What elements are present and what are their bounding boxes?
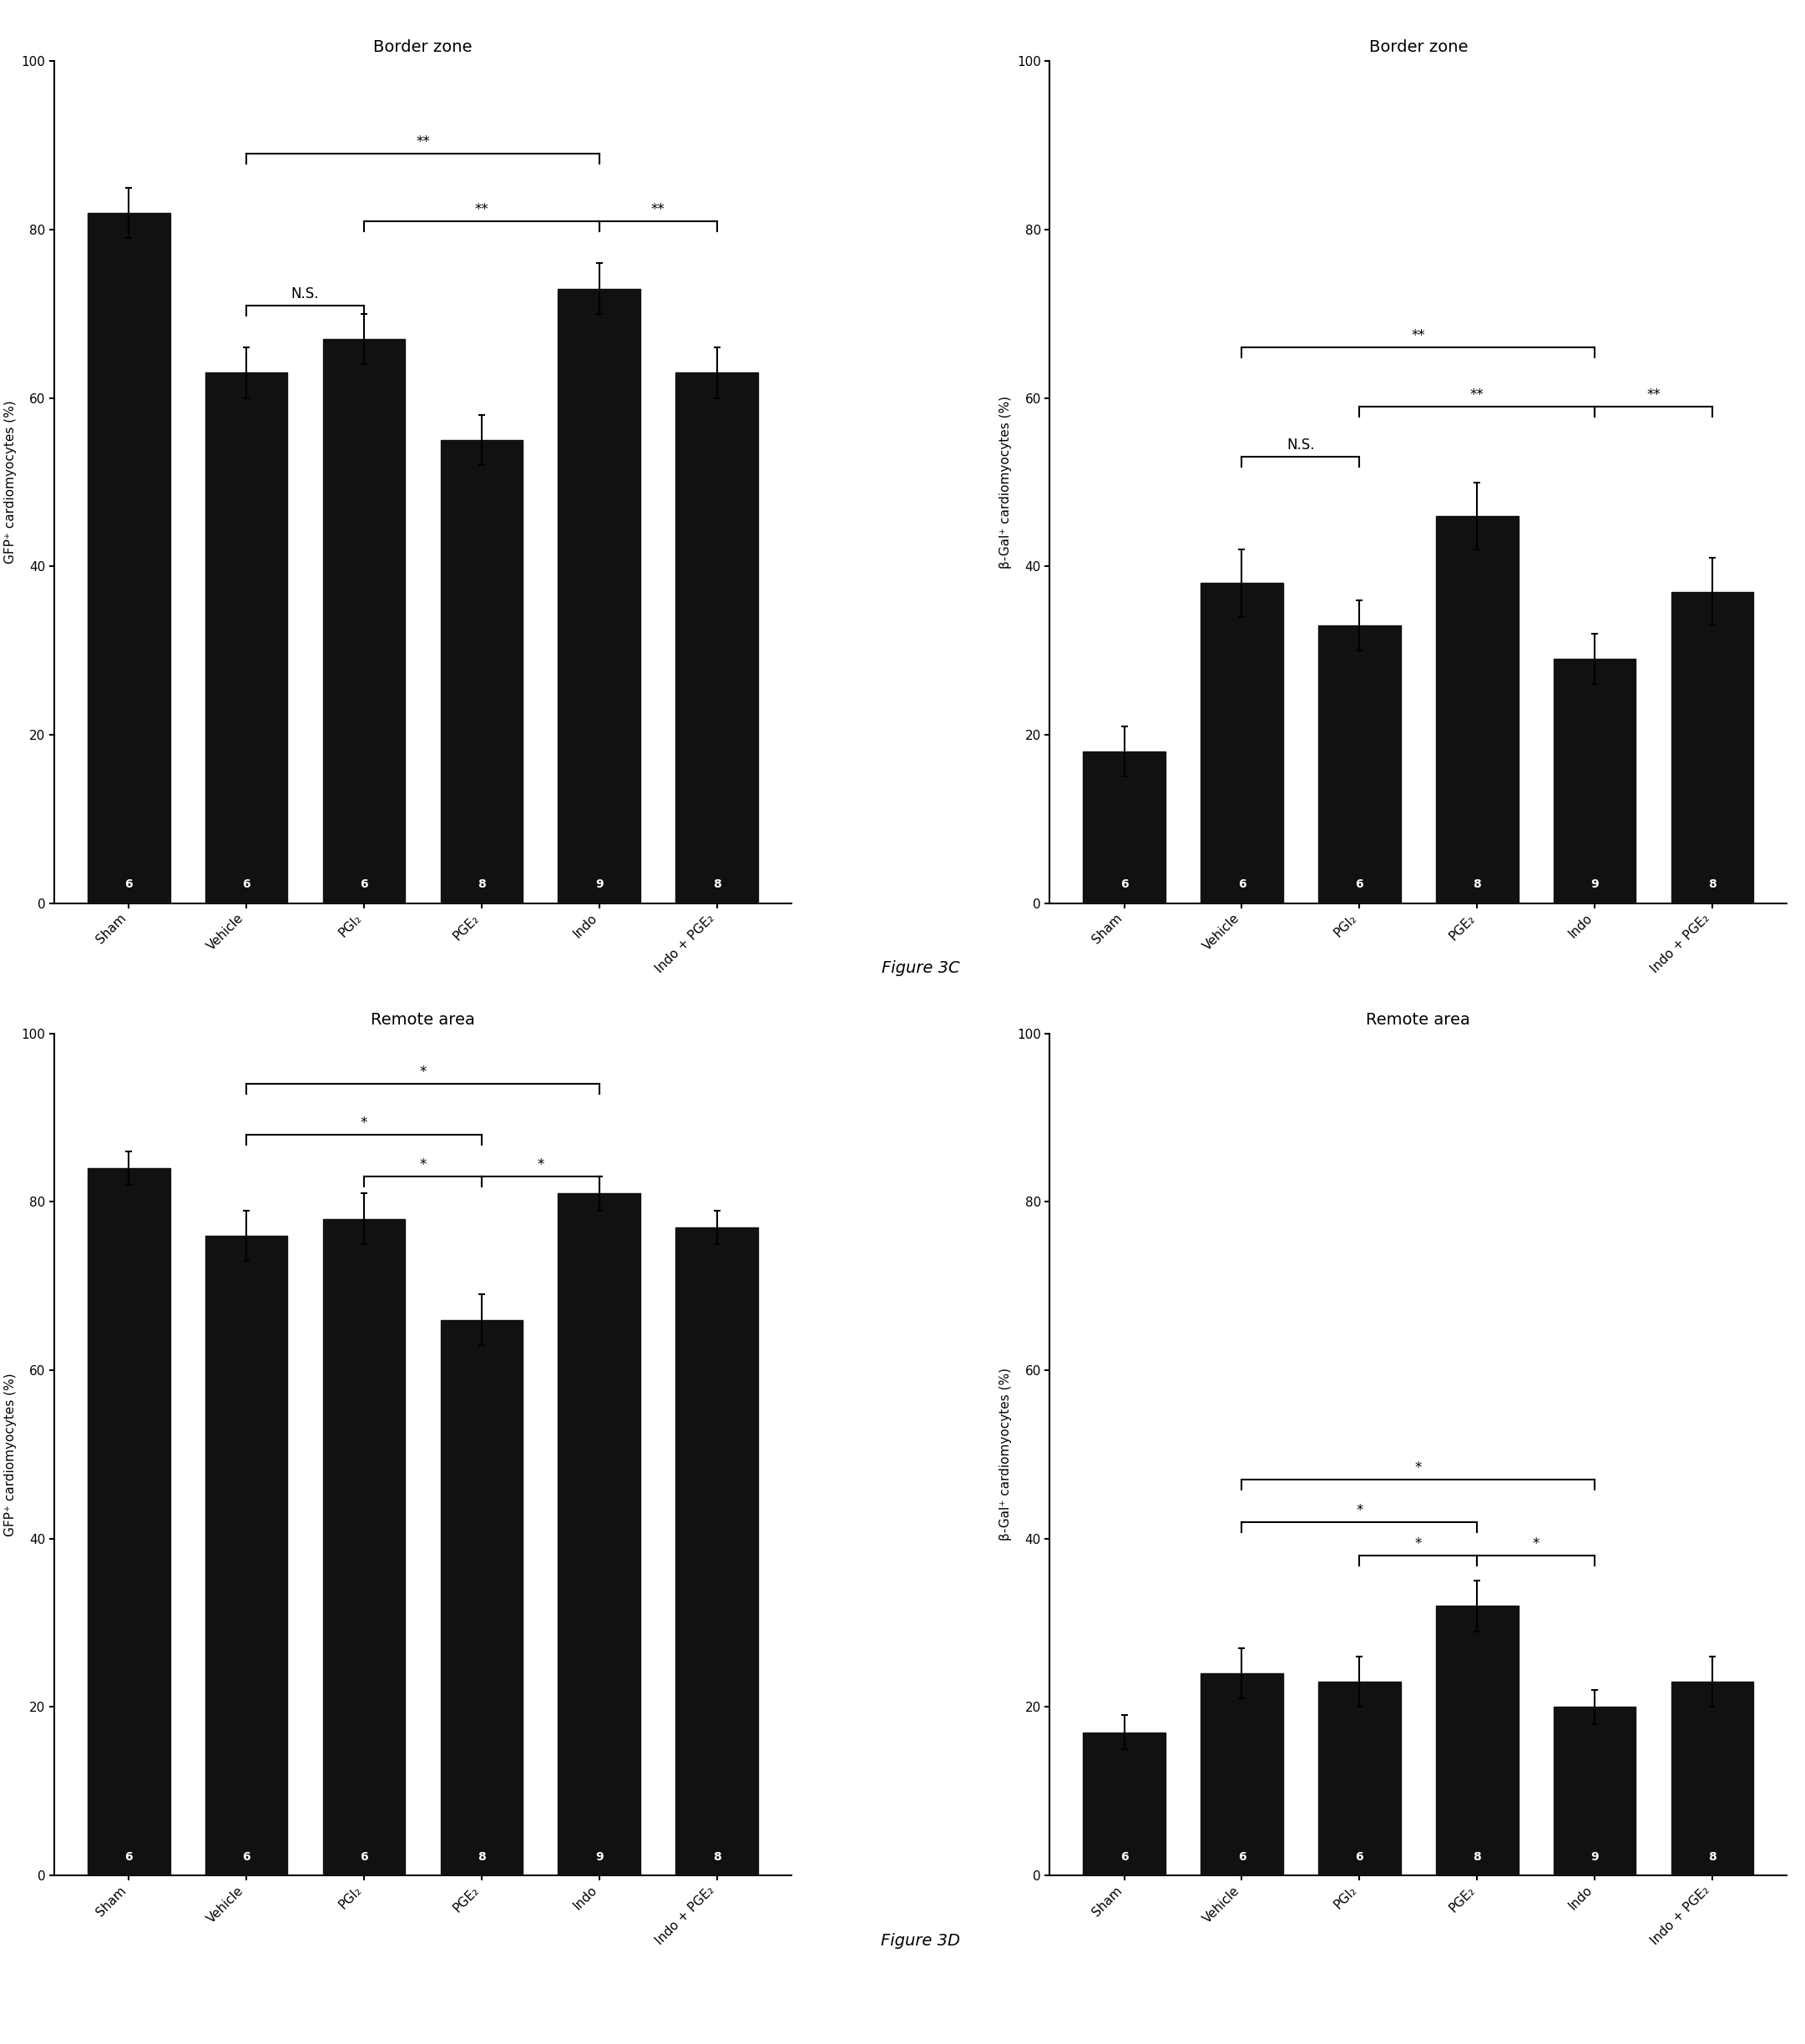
Bar xyxy=(675,1226,758,1874)
Bar xyxy=(1318,1682,1401,1874)
Text: 8: 8 xyxy=(1473,879,1482,891)
Text: 6: 6 xyxy=(242,1852,251,1862)
Bar xyxy=(1200,583,1283,903)
Text: N.S.: N.S. xyxy=(291,286,319,300)
Bar xyxy=(1083,1731,1166,1874)
Text: 6: 6 xyxy=(125,1852,134,1862)
Text: *: * xyxy=(1415,1461,1422,1476)
Text: 6: 6 xyxy=(125,879,134,891)
Text: 9: 9 xyxy=(1590,1852,1599,1862)
Text: MI: MI xyxy=(473,1282,489,1298)
Text: *: * xyxy=(1415,1537,1422,1551)
Title: Remote area: Remote area xyxy=(1366,1012,1471,1028)
Text: 8: 8 xyxy=(478,879,486,891)
Text: 6: 6 xyxy=(1238,1852,1245,1862)
Text: **: ** xyxy=(1412,329,1426,343)
Bar xyxy=(323,339,404,903)
Bar xyxy=(1554,658,1635,903)
Text: N.S.: N.S. xyxy=(1287,437,1314,454)
Text: **: ** xyxy=(1469,386,1484,403)
Bar xyxy=(88,213,170,903)
Bar xyxy=(1671,591,1753,903)
Text: 6: 6 xyxy=(1238,879,1245,891)
Text: **: ** xyxy=(415,135,430,149)
Bar xyxy=(558,1194,641,1874)
Bar xyxy=(1200,1674,1283,1874)
Bar xyxy=(1083,752,1166,903)
Title: Border zone: Border zone xyxy=(1368,39,1467,55)
Bar xyxy=(675,372,758,903)
Bar xyxy=(1437,1607,1518,1874)
Text: Figure 3C: Figure 3C xyxy=(881,961,960,977)
Text: 6: 6 xyxy=(359,879,368,891)
Y-axis label: GFP⁺ cardiomyocytes (%): GFP⁺ cardiomyocytes (%) xyxy=(4,1374,16,1537)
Bar xyxy=(440,1320,523,1874)
Text: 8: 8 xyxy=(1473,1852,1482,1862)
Text: Figure 3D: Figure 3D xyxy=(881,1934,960,1948)
Bar xyxy=(558,288,641,903)
Text: MI: MI xyxy=(1469,1282,1486,1298)
Text: *: * xyxy=(419,1065,426,1079)
Y-axis label: β-Gal⁺ cardiomyocytes (%): β-Gal⁺ cardiomyocytes (%) xyxy=(1000,397,1013,568)
Bar xyxy=(323,1218,404,1874)
Text: **: ** xyxy=(1646,386,1661,403)
Text: 8: 8 xyxy=(478,1852,486,1862)
Bar xyxy=(1437,515,1518,903)
Text: 8: 8 xyxy=(1708,879,1717,891)
Text: *: * xyxy=(361,1116,368,1130)
Y-axis label: GFP⁺ cardiomyocytes (%): GFP⁺ cardiomyocytes (%) xyxy=(4,401,16,564)
Bar xyxy=(440,439,523,903)
Text: *: * xyxy=(1356,1502,1363,1517)
Text: **: ** xyxy=(475,202,489,217)
Text: 9: 9 xyxy=(596,879,603,891)
Text: *: * xyxy=(536,1157,543,1173)
Title: Remote area: Remote area xyxy=(370,1012,475,1028)
Y-axis label: β-Gal⁺ cardiomyocytes (%): β-Gal⁺ cardiomyocytes (%) xyxy=(1000,1367,1013,1541)
Text: 6: 6 xyxy=(1121,1852,1128,1862)
Text: 6: 6 xyxy=(1356,1852,1363,1862)
Text: 8: 8 xyxy=(713,1852,720,1862)
Bar xyxy=(206,372,287,903)
Text: 8: 8 xyxy=(1708,1852,1717,1862)
Text: *: * xyxy=(419,1157,426,1173)
Bar xyxy=(206,1237,287,1874)
Text: 6: 6 xyxy=(359,1852,368,1862)
Text: 8: 8 xyxy=(713,879,720,891)
Text: 6: 6 xyxy=(1121,879,1128,891)
Bar xyxy=(88,1169,170,1874)
Text: 6: 6 xyxy=(242,879,251,891)
Text: 6: 6 xyxy=(1356,879,1363,891)
Bar xyxy=(1318,625,1401,903)
Text: 9: 9 xyxy=(596,1852,603,1862)
Text: 9: 9 xyxy=(1590,879,1599,891)
Text: *: * xyxy=(1532,1537,1540,1551)
Title: Border zone: Border zone xyxy=(374,39,473,55)
Bar xyxy=(1671,1682,1753,1874)
Text: **: ** xyxy=(652,202,664,217)
Bar xyxy=(1554,1707,1635,1874)
